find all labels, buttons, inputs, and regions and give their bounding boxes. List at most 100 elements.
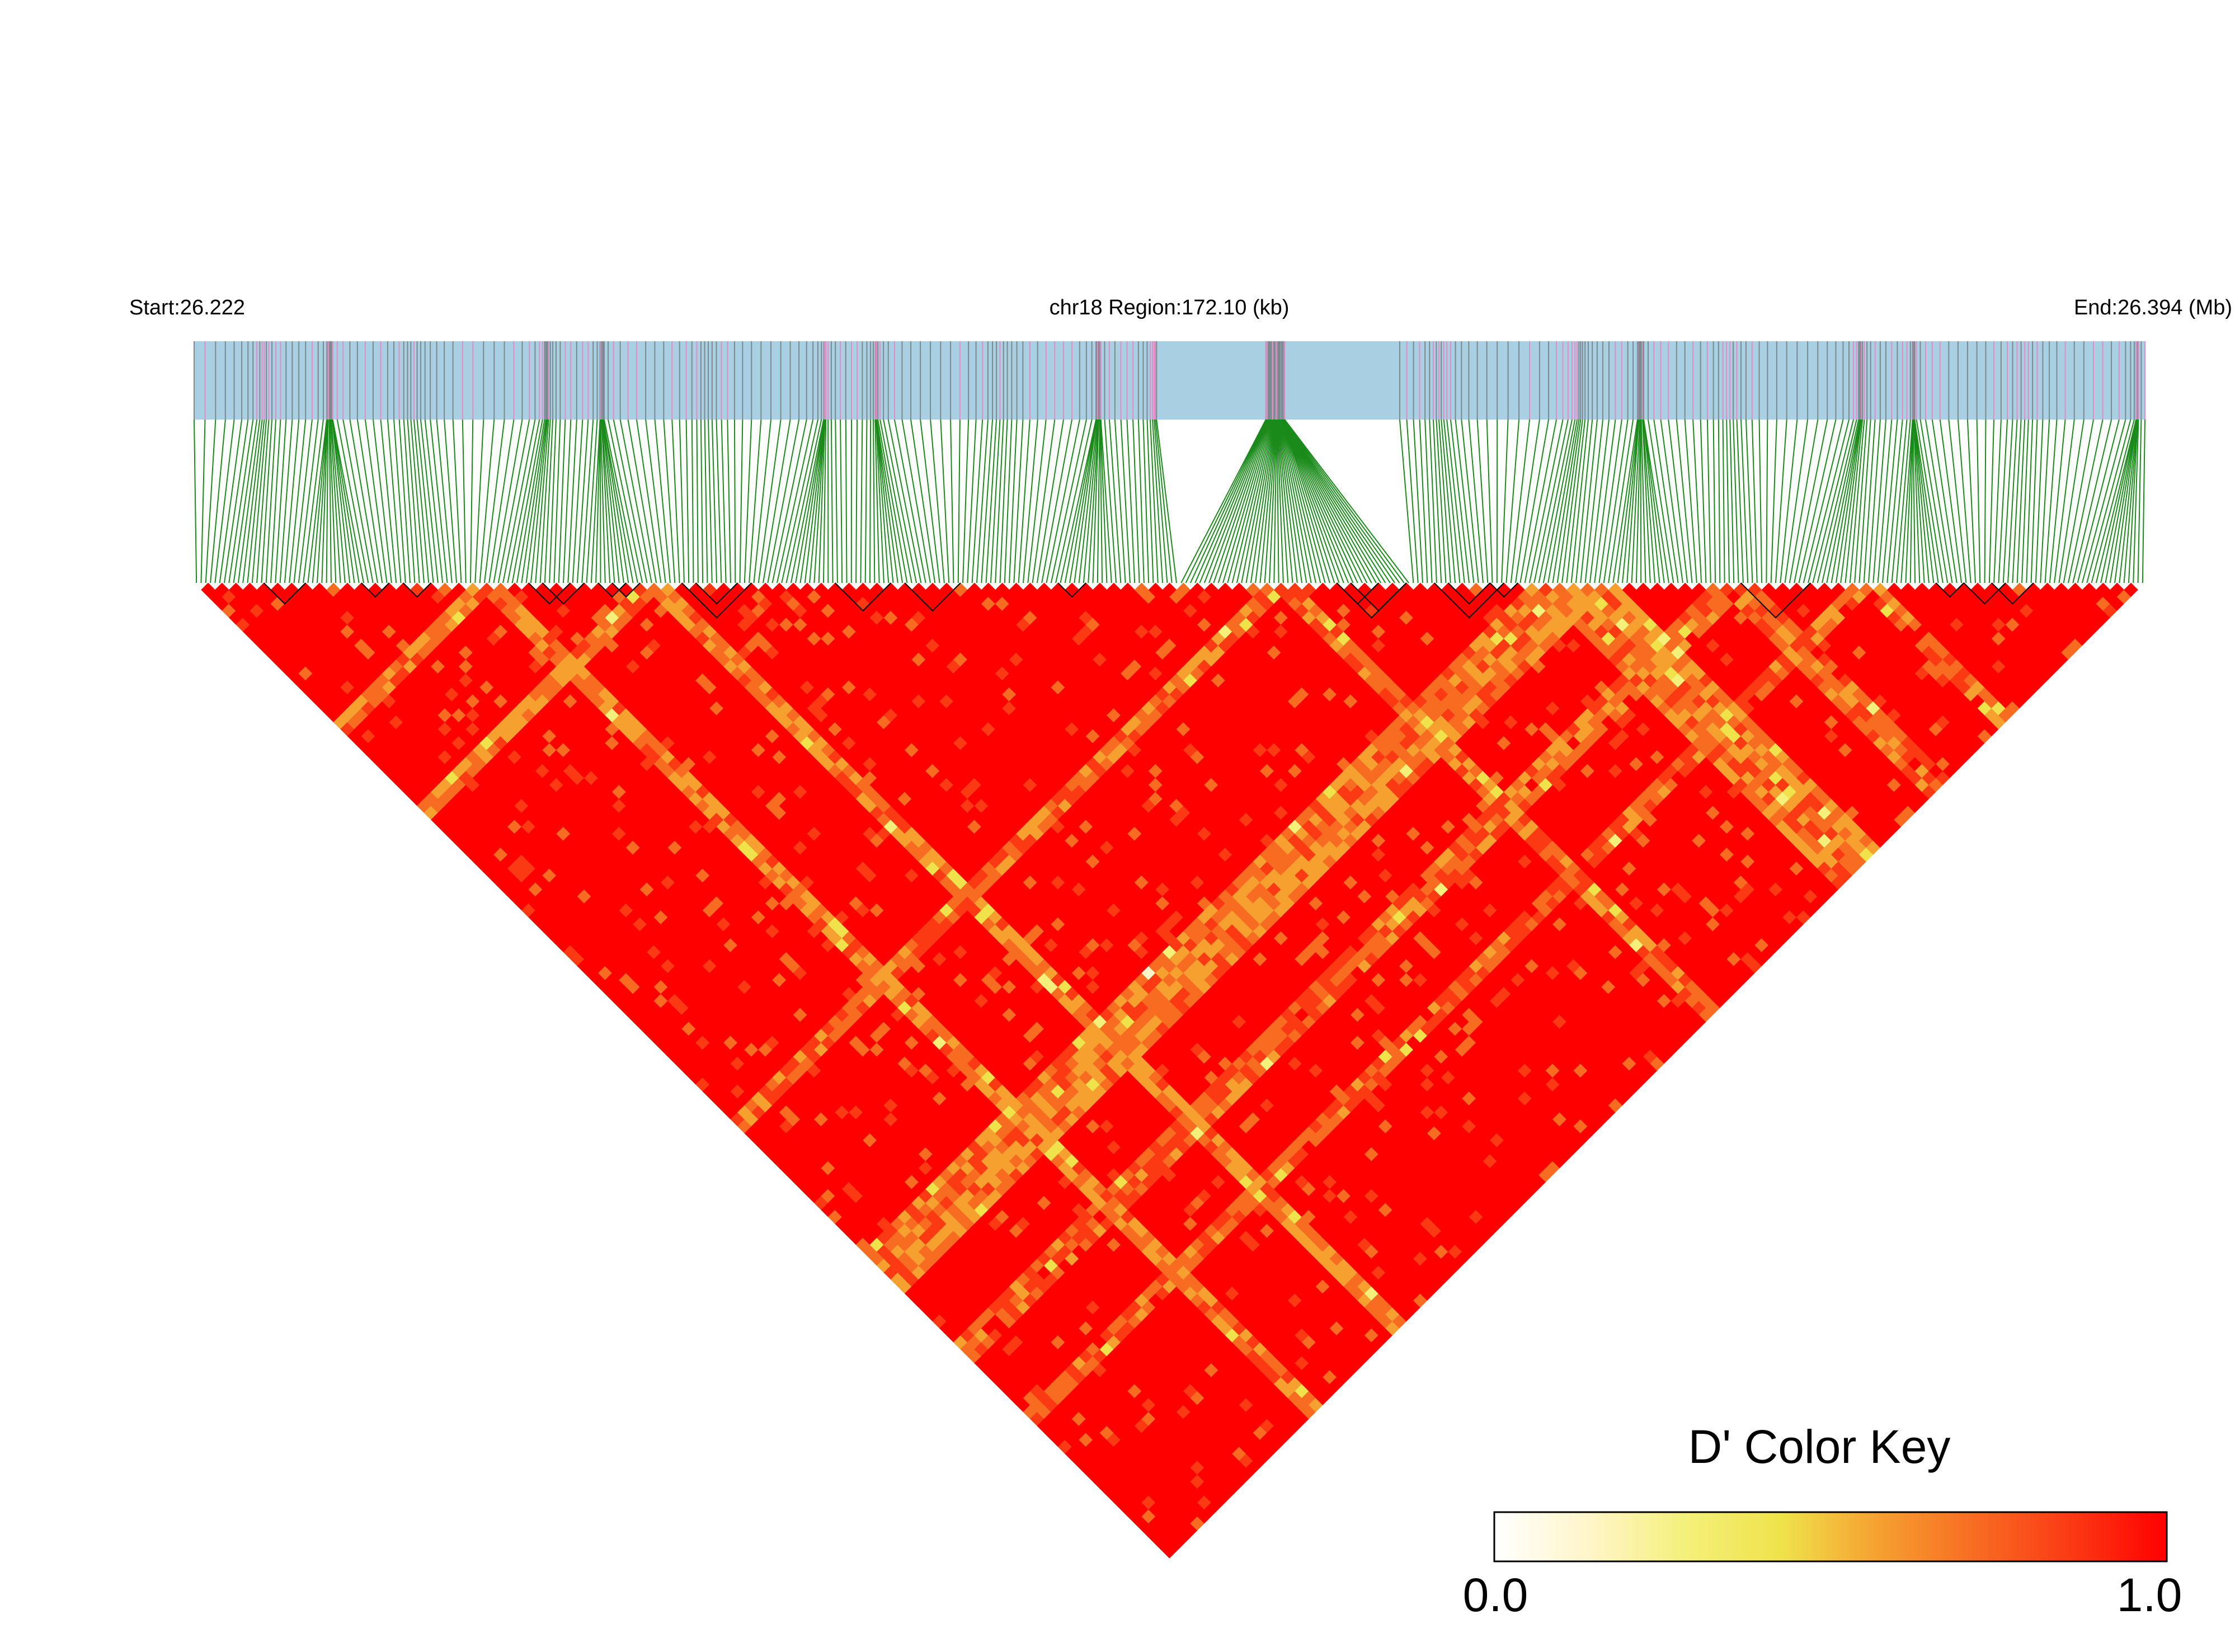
snp-connector-line <box>1278 419 1303 583</box>
snp-connector-line <box>1009 419 1018 583</box>
snp-connector-line <box>876 419 890 583</box>
snp-connector-line <box>1208 419 1269 583</box>
snp-connector-line <box>1046 419 1080 583</box>
snp-connector-line <box>1957 419 1971 583</box>
snp-connector-line <box>876 419 898 583</box>
snp-connector-line <box>1881 419 1898 583</box>
snp-connector-line <box>1282 419 1354 583</box>
snp-connector-line <box>1180 419 1267 583</box>
snp-connector-line <box>1984 419 1987 583</box>
snp-connector-line <box>1036 419 1064 583</box>
snp-connector-line <box>581 419 594 583</box>
snp-connector-line <box>1027 419 1047 583</box>
snp-connector-line <box>1149 419 1159 583</box>
snp-connector-line <box>995 419 1004 583</box>
snp-connector-line <box>1419 419 1428 583</box>
snp-connector-line <box>704 419 708 583</box>
snp-connector-line <box>1217 419 1271 583</box>
snp-connector-line <box>940 419 950 583</box>
snp-connector-line <box>289 419 307 583</box>
snp-connector-line <box>990 419 1001 583</box>
snp-connector-line <box>1153 419 1168 583</box>
snp-connector-line <box>328 419 332 583</box>
snp-connector-line <box>1468 419 1484 583</box>
snp-connector-line <box>1700 419 1707 583</box>
snp-connector-line <box>1282 419 1382 583</box>
snp-connector-line <box>1413 419 1423 583</box>
snp-connector-line <box>999 419 1008 583</box>
snp-connector-line <box>1279 419 1312 583</box>
snp-connector-line <box>452 419 462 583</box>
snp-connector-line <box>1745 419 1753 583</box>
snp-connector-line <box>1718 419 1721 583</box>
snp-connector-line <box>957 419 961 583</box>
snp-connector-line <box>1283 419 1400 583</box>
snp-connector-line <box>2133 419 2139 583</box>
snp-connector-line <box>284 419 300 583</box>
snp-connector-line <box>1538 419 1573 583</box>
snp-connector-line <box>214 419 235 583</box>
snp-connector-line <box>1524 419 1557 583</box>
snp-connector-line <box>813 419 826 583</box>
snp-connector-line <box>380 419 397 583</box>
snp-connector-line <box>696 419 699 583</box>
snp-connector-line <box>1055 419 1093 583</box>
snp-connector-line <box>1155 419 1173 583</box>
snp-connector-line <box>1461 419 1479 583</box>
snp-connector-line <box>2063 419 2094 583</box>
snp-connector-line <box>708 419 713 583</box>
snp-connector-line <box>576 419 589 583</box>
snp-connector-line <box>1528 419 1564 583</box>
snp-connector-line <box>799 419 825 583</box>
snp-connector-line <box>1784 419 1809 583</box>
snp-connector-line <box>636 419 662 583</box>
snp-connector-line <box>1278 419 1307 583</box>
snp-connector-line <box>1803 419 1844 583</box>
snp-connector-line <box>1643 419 1665 583</box>
snp-connector-line <box>1891 419 1908 583</box>
snp-connector-line <box>2095 419 2137 583</box>
snp-connector-line <box>864 419 868 583</box>
snp-connector-line <box>976 419 989 583</box>
snp-connector-line <box>1486 419 1493 583</box>
snp-connector-line <box>1826 419 1861 583</box>
snp-connector-line <box>293 419 313 583</box>
snp-connector-line <box>1018 419 1031 583</box>
snp-connector-line <box>721 419 727 583</box>
snp-connector-line <box>595 419 601 583</box>
snp-connector-line <box>312 419 328 583</box>
snp-connector-line <box>877 419 908 583</box>
snp-connector-line <box>194 419 197 583</box>
snp-connector-line <box>1236 419 1274 583</box>
snp-connector-line <box>1733 419 1739 583</box>
snp-connector-line <box>1653 419 1679 583</box>
snp-connector-line <box>275 419 287 583</box>
snp-connector-line <box>879 419 912 583</box>
snp-connector-line <box>1822 419 1860 583</box>
snp-connector-line <box>317 419 328 583</box>
snp-connector-line <box>876 419 904 583</box>
snp-connector-line <box>1446 419 1465 583</box>
snp-connector-line <box>1282 419 1344 583</box>
snp-connector-line <box>920 419 940 583</box>
snp-connector-line <box>1282 419 1391 583</box>
snp-connector-line <box>2091 419 2135 583</box>
snp-connector-line <box>1264 419 1277 583</box>
snp-connector-line <box>2049 419 2066 583</box>
snp-connector-line <box>1519 419 1550 583</box>
snp-connector-line <box>2086 419 2132 583</box>
snp-connector-line <box>1617 419 1639 583</box>
snp-connector-line <box>1798 419 1837 583</box>
snp-connector-line <box>1277 419 1298 583</box>
snp-connector-line <box>469 419 474 583</box>
snp-connector-line <box>1280 419 1317 583</box>
snp-connector-line <box>329 419 337 583</box>
snp-connector-line <box>1069 419 1097 583</box>
snp-connector-line <box>1227 419 1272 583</box>
snp-connector-line <box>511 419 543 583</box>
snp-connector-line <box>739 419 744 583</box>
snp-connector-line <box>488 419 515 583</box>
snp-connector-line <box>1510 419 1531 583</box>
snp-connector-line <box>1189 419 1267 583</box>
